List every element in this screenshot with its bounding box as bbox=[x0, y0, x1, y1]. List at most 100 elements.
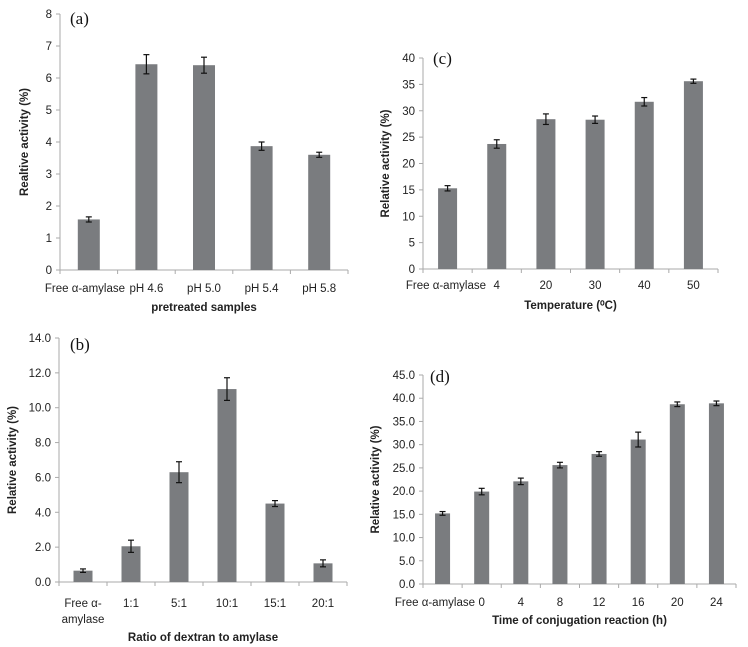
x-tick-label-line: pH 4.6 bbox=[129, 283, 163, 295]
panel-b: 0.0 2.0 4.0 6.0 8.0 10.0 12.0 14.0 Free α-amylas… bbox=[7, 333, 348, 644]
x-tick-label: Free α-amylase bbox=[62, 598, 105, 626]
y-tick-label: 25.0 bbox=[393, 463, 415, 475]
x-tick-label-line: pH 5.4 bbox=[245, 283, 279, 295]
bar bbox=[265, 503, 285, 582]
y-tick-label: 5 bbox=[46, 105, 52, 117]
x-tick-label-line: 5:1 bbox=[171, 598, 187, 610]
x-tick-label-line: 20:1 bbox=[312, 598, 334, 610]
panel-label: (a) bbox=[70, 9, 89, 28]
y-tick-label: 0.0 bbox=[35, 577, 51, 589]
panel-label: (b) bbox=[70, 335, 90, 354]
x-tick-label-line: 1:1 bbox=[123, 598, 139, 610]
y-axis-title: Relative activity (%) bbox=[380, 109, 392, 217]
y-tick-label: 10.0 bbox=[29, 403, 51, 415]
y-tick-label: 15 bbox=[402, 185, 415, 197]
x-tick-label-line: 50 bbox=[687, 280, 700, 292]
x-tick-label-line: Free α-amylase bbox=[45, 283, 125, 295]
bar bbox=[313, 563, 333, 582]
bar bbox=[591, 453, 607, 584]
x-tick-label-line: 15:1 bbox=[264, 598, 286, 610]
x-tick-label: Free α-amylase bbox=[45, 283, 125, 295]
x-tick-label-line: amylase bbox=[62, 614, 105, 626]
y-tick-label: 40 bbox=[402, 53, 415, 65]
bar bbox=[536, 119, 556, 269]
x-tick-label: 12 bbox=[593, 597, 606, 609]
y-tick-label: 12.0 bbox=[29, 368, 51, 380]
y-tick-label: 8 bbox=[46, 9, 52, 21]
x-tick-label-line: 16 bbox=[632, 597, 645, 609]
y-axis-title: Relative activity (%) bbox=[370, 425, 382, 533]
x-tick-label-line: 12 bbox=[593, 597, 606, 609]
x-tick-label: 10:1 bbox=[216, 598, 238, 610]
x-tick-label: 24 bbox=[710, 597, 723, 609]
x-tick-label: 40 bbox=[638, 280, 651, 292]
x-tick-label-line: pH 5.0 bbox=[187, 283, 221, 295]
y-tick-label: 3 bbox=[46, 169, 52, 181]
x-tick-label: 15:1 bbox=[264, 598, 286, 610]
y-tick-label: 35.0 bbox=[393, 416, 415, 428]
x-tick-label: 4 bbox=[518, 597, 525, 609]
bar bbox=[552, 465, 568, 584]
panel-c: 0 5 10 15 20 25 30 35 40 Free α-amylase 4 20 30 40 50 T… bbox=[380, 49, 719, 312]
y-axis-title: Realtive activity (%) bbox=[19, 88, 31, 196]
x-tick-label: 50 bbox=[687, 280, 700, 292]
y-tick-label: 6.0 bbox=[35, 472, 51, 484]
x-tick-label: 1:1 bbox=[123, 598, 139, 610]
y-tick-label: 20.0 bbox=[393, 486, 415, 498]
x-tick-label-line: 30 bbox=[589, 280, 602, 292]
bar bbox=[193, 65, 215, 270]
x-axis-title: Time of conjugation reaction (h) bbox=[492, 615, 667, 627]
bar bbox=[683, 81, 703, 270]
y-tick-label: 5 bbox=[409, 238, 415, 250]
bar bbox=[77, 219, 100, 270]
bar bbox=[435, 513, 451, 584]
y-tick-label: 2.0 bbox=[35, 542, 51, 554]
x-tick-label: 8 bbox=[557, 597, 563, 609]
y-tick-label: 30.0 bbox=[393, 440, 415, 452]
x-tick-label-line: Free α-amylase bbox=[406, 280, 486, 292]
bar bbox=[630, 439, 646, 584]
y-axis-title: Relative activity (%) bbox=[7, 406, 19, 514]
bar bbox=[217, 389, 237, 582]
x-tick-label-line: 40 bbox=[638, 280, 651, 292]
y-tick-label: 5.0 bbox=[399, 556, 415, 568]
y-tick-label: 10 bbox=[402, 211, 415, 223]
panel-label: (c) bbox=[433, 49, 452, 68]
panel-d: 0.0 5.0 10.0 15.0 20.0 25.0 30.0 35.0 40.0 45.0 Fr… bbox=[370, 367, 737, 627]
x-tick-label-line: 0 bbox=[478, 597, 484, 609]
bar bbox=[513, 481, 529, 584]
y-tick-label: 0.0 bbox=[399, 579, 415, 591]
y-tick-label: 0 bbox=[46, 265, 52, 277]
y-tick-label: 30 bbox=[402, 106, 415, 118]
bar bbox=[250, 146, 273, 270]
x-tick-label: 30 bbox=[589, 280, 602, 292]
y-tick-label: 15.0 bbox=[393, 509, 415, 521]
bar bbox=[438, 188, 458, 269]
x-tick-label: 0 bbox=[478, 597, 484, 609]
x-tick-label: pH 4.6 bbox=[129, 283, 163, 295]
bar bbox=[474, 491, 490, 584]
x-tick-label-line: 10:1 bbox=[216, 598, 238, 610]
x-axis-title: Ratio of dextran to amylase bbox=[128, 632, 278, 644]
bar bbox=[169, 472, 189, 582]
bar bbox=[121, 546, 141, 582]
x-tick-label-line: 20 bbox=[540, 280, 553, 292]
y-tick-label: 25 bbox=[402, 132, 415, 144]
x-tick-label-line: 4 bbox=[494, 280, 501, 292]
bar bbox=[669, 404, 685, 584]
bar bbox=[73, 570, 93, 582]
y-tick-label: 10.0 bbox=[393, 533, 415, 545]
x-tick-label-line: 20 bbox=[671, 597, 684, 609]
x-tick-label: 20:1 bbox=[312, 598, 334, 610]
x-tick-label: pH 5.0 bbox=[187, 283, 221, 295]
bar bbox=[585, 119, 605, 269]
bar bbox=[135, 64, 158, 271]
x-tick-label: 20 bbox=[540, 280, 553, 292]
x-tick-label: 20 bbox=[671, 597, 684, 609]
x-axis-title: pretreated samples bbox=[151, 302, 256, 314]
x-tick-label: Free α-amylase bbox=[395, 597, 475, 609]
y-tick-label: 20 bbox=[402, 159, 415, 171]
bar bbox=[708, 403, 724, 584]
x-tick-label-line: pH 5.8 bbox=[302, 283, 336, 295]
x-tick-label-line: 24 bbox=[710, 597, 723, 609]
